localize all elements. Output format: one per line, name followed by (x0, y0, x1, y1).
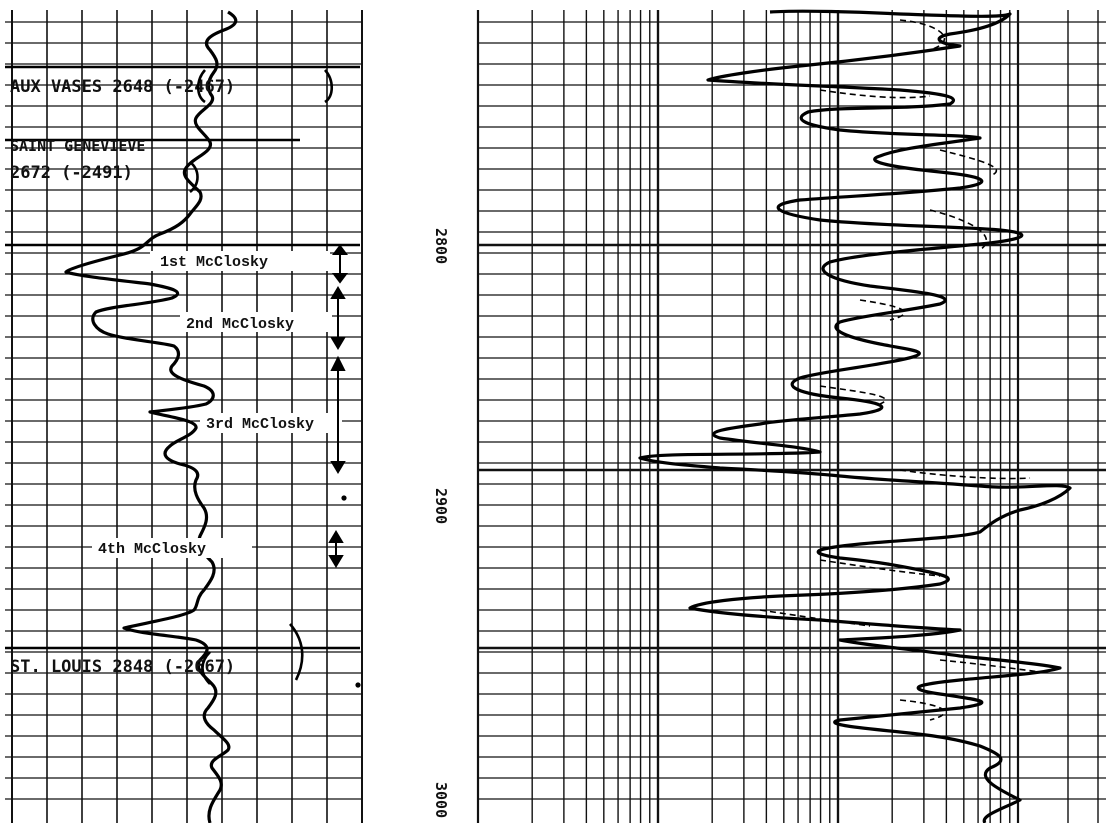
saint-genevieve-depth: 2672 (-2491) (10, 163, 133, 183)
depth-column: 2800 2900 3000 (432, 228, 450, 818)
mcclosky-1-label: 1st McClosky (160, 254, 268, 271)
mcclosky-2-label: 2nd McClosky (186, 316, 294, 333)
saint-genevieve-label: SAINT GENEVIEVE (10, 137, 145, 155)
depth-label-2900: 2900 (432, 488, 450, 524)
depth-label-2800: 2800 (432, 228, 450, 264)
left-track: AUX VASES 2648 (-2467) SAINT GENEVIEVE 2… (5, 10, 363, 823)
aux-vases-bracket (196, 69, 334, 104)
aux-vases-label: AUX VASES 2648 (-2467) (10, 77, 235, 97)
formation-annotations: AUX VASES 2648 (-2467) SAINT GENEVIEVE 2… (10, 69, 361, 688)
saint-genevieve-bracket (189, 160, 199, 194)
resistivity-curve-shallow (759, 19, 1041, 721)
right-track (476, 9, 1106, 823)
depth-label-3000: 3000 (432, 782, 450, 818)
zone-arrows (328, 244, 361, 688)
st-louis-bracket (201, 623, 304, 685)
mcclosky-3-label: 3rd McClosky (206, 416, 314, 433)
st-louis-label: ST. LOUIS 2848 (-2667) (10, 657, 235, 677)
resistivity-curve (638, 9, 1072, 823)
mcclosky-4-label: 4th McClosky (98, 541, 206, 558)
